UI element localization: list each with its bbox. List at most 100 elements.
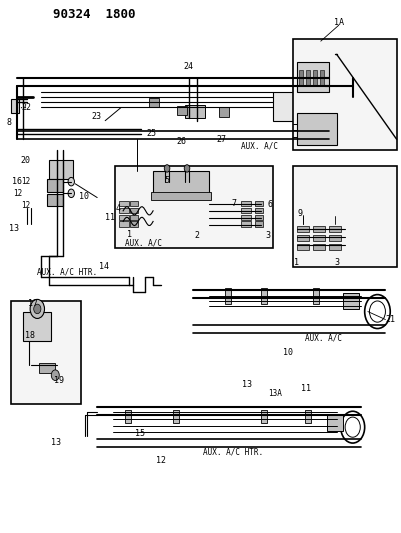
Bar <box>149 98 159 108</box>
Bar <box>49 160 73 179</box>
Text: 2: 2 <box>194 231 199 240</box>
Bar <box>328 244 340 250</box>
Bar <box>225 288 230 304</box>
Text: 1: 1 <box>127 230 132 239</box>
Text: 5: 5 <box>164 176 169 185</box>
Bar <box>47 179 63 192</box>
Text: AUX. A/C: AUX. A/C <box>240 142 277 151</box>
Bar <box>119 215 129 220</box>
Bar <box>172 410 178 423</box>
Circle shape <box>51 370 59 381</box>
Bar <box>254 221 262 227</box>
Bar <box>292 166 396 266</box>
Bar <box>296 225 308 232</box>
Bar <box>23 312 51 341</box>
Circle shape <box>30 300 45 318</box>
Bar <box>130 221 138 227</box>
Text: 1A: 1A <box>333 18 343 27</box>
Bar <box>296 244 308 250</box>
Text: 26: 26 <box>176 137 186 146</box>
Bar <box>312 70 316 86</box>
Bar <box>312 225 324 232</box>
Text: 1: 1 <box>294 258 299 266</box>
Bar <box>260 410 266 423</box>
Text: 90324  1800: 90324 1800 <box>53 8 136 21</box>
Text: 21: 21 <box>385 315 395 324</box>
Bar <box>47 194 63 206</box>
Bar <box>254 201 262 206</box>
Bar <box>153 171 209 195</box>
Bar <box>292 38 396 150</box>
Circle shape <box>164 165 170 172</box>
Text: 15: 15 <box>135 429 145 438</box>
Bar <box>296 235 308 241</box>
Text: AUX. A/C: AUX. A/C <box>304 334 341 343</box>
Text: 13: 13 <box>241 379 251 389</box>
Bar <box>328 225 340 232</box>
Text: 10: 10 <box>282 348 292 357</box>
Bar <box>304 410 310 423</box>
Bar <box>320 70 324 86</box>
Bar <box>115 166 272 248</box>
Text: 3: 3 <box>265 231 270 240</box>
Text: 13: 13 <box>9 224 19 233</box>
Text: 10: 10 <box>79 192 89 201</box>
Bar <box>312 244 324 250</box>
Text: 12: 12 <box>21 201 30 210</box>
Bar <box>260 288 266 304</box>
Text: 24: 24 <box>183 62 193 70</box>
Text: 12: 12 <box>21 177 30 186</box>
Bar <box>298 70 302 86</box>
Bar <box>296 113 336 144</box>
Bar <box>305 70 309 86</box>
Bar <box>328 235 340 241</box>
Text: 12: 12 <box>156 456 166 465</box>
Bar <box>240 201 250 206</box>
Bar <box>312 288 318 304</box>
Text: 6: 6 <box>267 200 271 209</box>
Circle shape <box>68 189 74 198</box>
Text: 4: 4 <box>115 204 120 213</box>
Circle shape <box>184 165 189 172</box>
Bar <box>130 215 138 220</box>
Bar <box>11 100 19 113</box>
Text: 16: 16 <box>12 177 22 186</box>
Bar <box>326 415 342 431</box>
Text: 7: 7 <box>231 199 236 208</box>
Text: 22: 22 <box>21 103 31 112</box>
Text: 8: 8 <box>7 118 12 127</box>
Text: 18: 18 <box>25 331 35 340</box>
Text: 19: 19 <box>54 376 64 385</box>
Bar <box>119 221 129 227</box>
Bar <box>39 363 55 373</box>
Bar <box>342 293 358 309</box>
Bar <box>272 92 324 120</box>
Text: 13: 13 <box>51 438 61 447</box>
Bar <box>296 62 328 92</box>
Bar <box>240 221 250 227</box>
Text: 11: 11 <box>300 384 310 393</box>
Bar <box>254 215 262 220</box>
Text: 27: 27 <box>216 135 226 144</box>
Bar <box>176 106 186 115</box>
Bar <box>184 105 205 118</box>
Circle shape <box>68 177 74 186</box>
Circle shape <box>34 304 41 314</box>
Bar <box>125 410 131 423</box>
Bar <box>240 215 250 220</box>
Text: AUX. A/C: AUX. A/C <box>125 238 162 247</box>
Bar <box>219 108 229 117</box>
Text: 25: 25 <box>146 130 156 139</box>
Text: 13A: 13A <box>267 389 281 398</box>
Bar <box>130 201 138 206</box>
Text: 23: 23 <box>91 112 101 122</box>
Text: 12: 12 <box>13 189 22 198</box>
Bar <box>254 208 262 213</box>
Bar <box>240 208 250 213</box>
Bar <box>11 301 81 405</box>
Bar <box>130 208 138 213</box>
Bar <box>151 192 211 200</box>
Text: 3: 3 <box>333 258 338 266</box>
Bar <box>119 208 129 213</box>
Text: 11: 11 <box>105 213 115 222</box>
